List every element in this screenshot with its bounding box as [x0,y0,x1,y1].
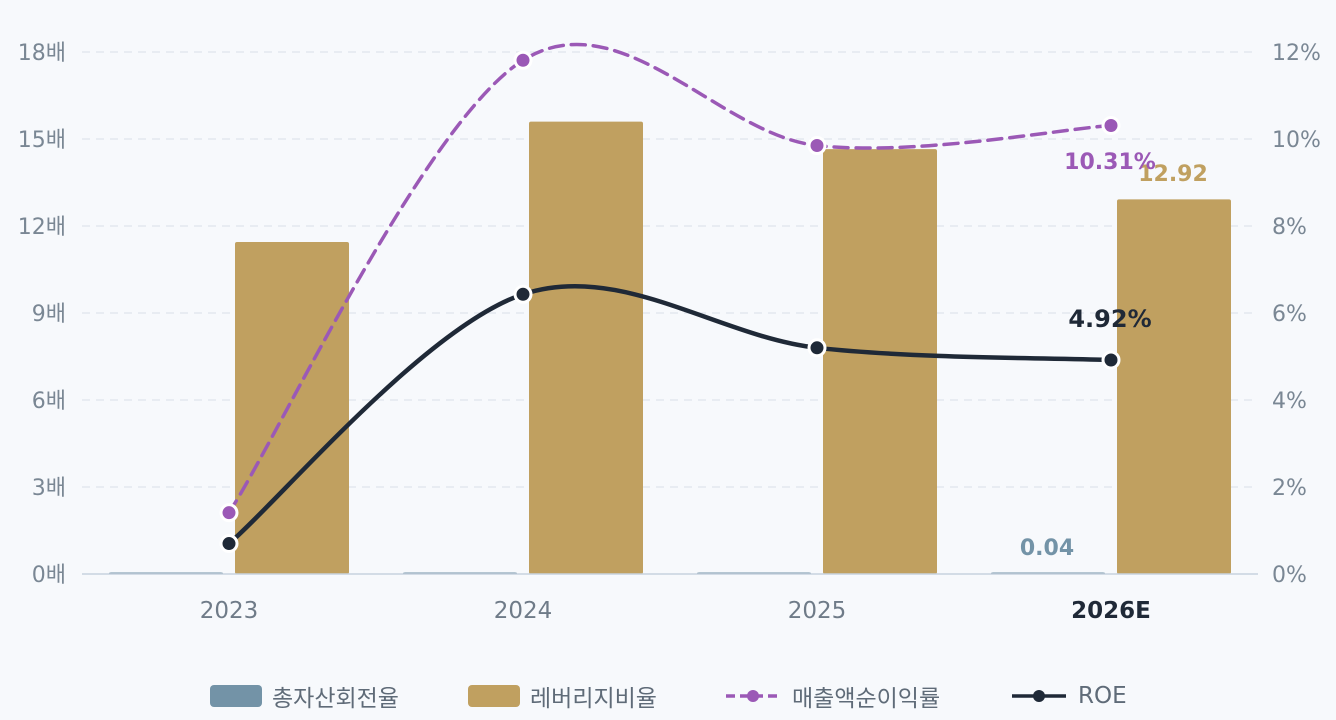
leverage-bar [529,121,643,574]
right-tick-label: 8% [1272,215,1307,240]
legend: 총자산회전율 레버리지비율 매출액순이익률 ROE [0,678,1336,714]
legend-item-leverage[interactable]: 레버리지비율 [468,678,657,714]
lines [219,42,1121,554]
margin-line [227,42,1113,515]
legend-item-margin[interactable]: 매출액순이익률 [724,678,940,714]
roe-point [513,284,533,304]
leverage-last-label: 12.92 [1138,162,1208,187]
legend-swatch-leverage [468,685,520,707]
leverage-bar [235,241,349,574]
right-tick-label: 6% [1272,302,1307,327]
legend-label-margin: 매출액순이익률 [792,686,941,712]
left-tick-label: 0배 [32,563,66,588]
legend-swatch-turnover [210,685,262,707]
margin-last-label: 10.31% [1064,150,1156,175]
legend-item-turnover[interactable]: 총자산회전율 [210,678,399,714]
x-tick-label: 2024 [494,598,553,624]
right-tick-label: 0% [1272,563,1307,588]
bars [109,121,1231,574]
left-axis-ticks: 0배 3배 6배 9배 12배 15배 18배 [18,41,66,588]
roe-point [219,534,239,554]
legend-swatch-roe [1012,690,1066,702]
legend-item-roe[interactable]: ROE [1010,678,1127,714]
leverage-bar [1117,199,1231,574]
roe-point [807,338,827,358]
margin-point [219,503,239,523]
x-tick-label: 2023 [200,598,259,624]
left-tick-label: 12배 [18,215,66,240]
margin-point [513,50,533,70]
leverage-bar [823,149,937,574]
legend-label-leverage: 레버리지비율 [530,686,657,712]
left-tick-label: 6배 [32,389,66,414]
left-tick-label: 18배 [18,41,66,66]
right-tick-label: 12% [1272,41,1321,66]
roe-point [1101,350,1121,370]
right-tick-label: 10% [1272,128,1321,153]
right-tick-label: 4% [1272,389,1307,414]
turnover-last-label: 0.04 [1020,536,1074,561]
margin-point [1101,116,1121,136]
left-tick-label: 3배 [32,476,66,501]
x-tick-label: 2026E [1071,598,1151,624]
right-tick-label: 2% [1272,476,1307,501]
x-axis-ticks: 2023 2024 2025 2026E [200,598,1151,624]
data-labels: 0.04 12.92 10.31% 4.92% [1020,150,1208,561]
x-tick-label: 2025 [788,598,847,624]
right-axis-ticks: 0% 2% 4% 6% 8% 10% 12% [1272,41,1321,588]
roe-last-label: 4.92% [1068,305,1151,333]
legend-swatch-margin [726,690,780,702]
margin-point [807,136,827,156]
left-tick-label: 15배 [18,128,66,153]
legend-label-turnover: 총자산회전율 [272,686,399,712]
left-tick-label: 9배 [32,302,66,327]
roe-line [226,283,1114,546]
legend-label-roe: ROE [1078,683,1127,709]
